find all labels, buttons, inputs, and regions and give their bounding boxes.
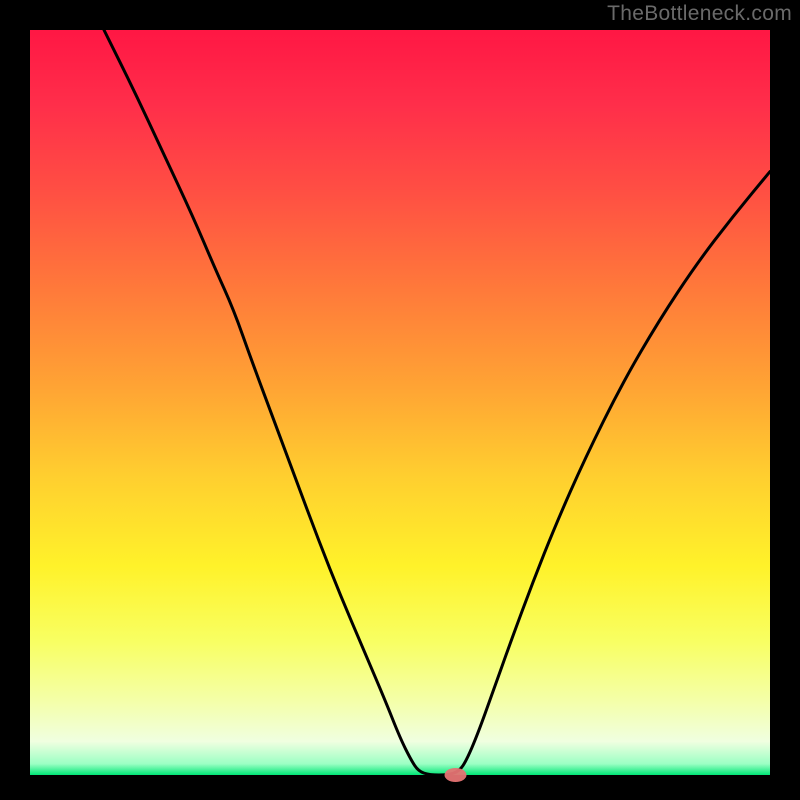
bottleneck-chart (0, 0, 800, 800)
plot-background (30, 30, 770, 775)
optimal-marker (445, 768, 467, 782)
chart-container: TheBottleneck.com (0, 0, 800, 800)
